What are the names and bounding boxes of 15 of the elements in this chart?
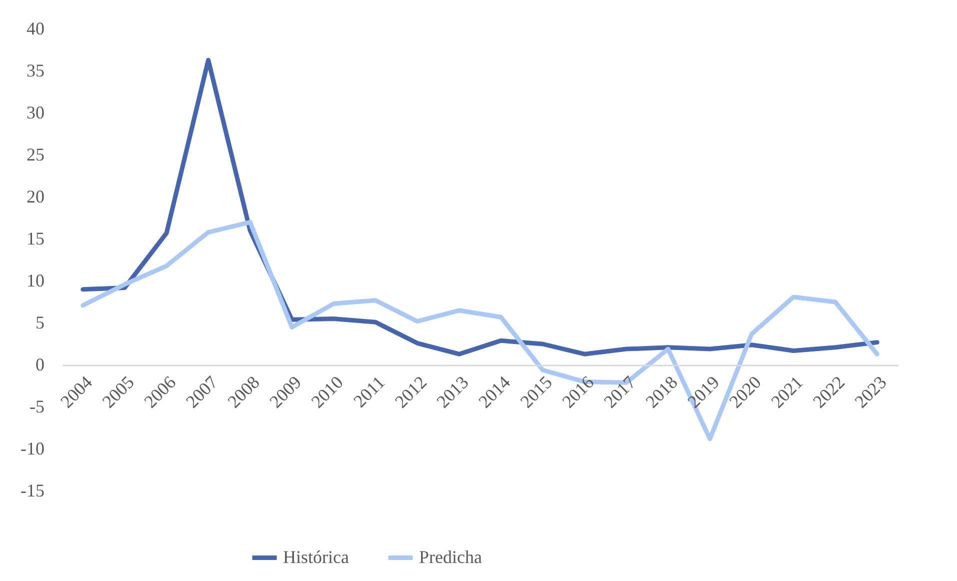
y-tick-label: -10 [20,438,44,458]
x-tick-label: 2011 [350,372,389,412]
y-tick-label: 40 [26,18,44,38]
legend-label: Histórica [283,546,349,567]
y-tick-label: 10 [26,270,44,290]
y-tick-label: 25 [26,144,44,164]
legend-label: Predicha [419,546,482,567]
y-tick-label: 20 [26,186,44,206]
y-tick-label: 0 [36,354,44,374]
y-tick-label: 5 [36,312,44,332]
y-tick-label: 15 [26,228,44,248]
y-tick-label: 30 [26,102,44,122]
y-tick-label: -15 [20,480,44,500]
y-tick-label: -5 [30,396,44,416]
y-tick-label: 35 [26,60,44,80]
